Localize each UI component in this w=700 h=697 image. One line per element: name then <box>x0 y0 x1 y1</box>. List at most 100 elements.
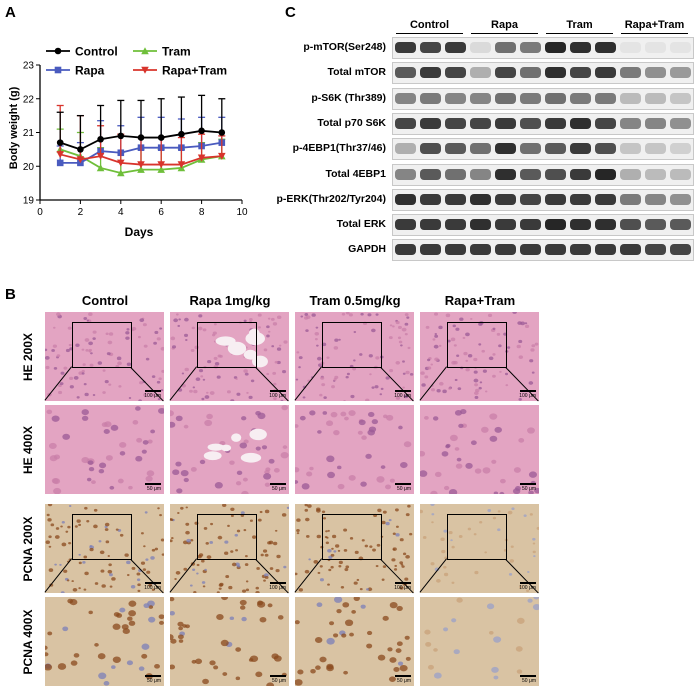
cell-nucleus <box>259 510 263 514</box>
blot-strip <box>392 163 694 186</box>
cell-nucleus <box>124 553 129 557</box>
cell-nucleus <box>48 535 52 539</box>
cell-nucleus <box>220 639 229 647</box>
cell-nucleus <box>454 378 458 382</box>
cell-nucleus <box>389 478 395 483</box>
cell-nucleus <box>328 568 332 572</box>
cell-nucleus <box>529 359 534 363</box>
cell-nucleus <box>125 331 130 335</box>
cell-nucleus <box>78 587 81 590</box>
blot-group-header: Control <box>409 19 450 31</box>
cell-nucleus <box>270 317 275 321</box>
cell-nucleus <box>344 567 349 572</box>
cell-nucleus <box>338 560 343 565</box>
blot-band <box>645 92 666 104</box>
cell-nucleus <box>98 540 102 543</box>
cell-nucleus <box>399 561 404 565</box>
cell-nucleus <box>497 528 501 532</box>
cell-nucleus <box>487 508 492 512</box>
cell-nucleus <box>371 328 376 333</box>
cell-nucleus <box>371 419 379 425</box>
cell-nucleus <box>175 415 183 422</box>
cell-nucleus <box>401 327 407 332</box>
cell-nucleus <box>209 541 214 544</box>
cell-nucleus <box>448 387 452 390</box>
cell-nucleus <box>516 344 521 349</box>
blot-band <box>645 244 666 256</box>
cell-nucleus <box>58 390 63 395</box>
cell-nucleus <box>491 666 499 673</box>
histology-column-header: Rapa 1mg/kg <box>189 293 271 308</box>
cell-nucleus <box>142 568 147 571</box>
cell-nucleus <box>425 325 430 329</box>
cell-nucleus <box>434 312 439 316</box>
cell-nucleus <box>438 344 442 347</box>
blot-band <box>670 143 691 155</box>
cell-nucleus <box>420 509 424 514</box>
cell-nucleus <box>146 470 155 477</box>
cell-nucleus <box>264 576 269 579</box>
cell-nucleus <box>305 329 309 332</box>
cell-nucleus <box>443 485 450 491</box>
cell-nucleus <box>83 588 87 591</box>
cell-nucleus <box>170 597 175 602</box>
cell-nucleus <box>109 585 113 588</box>
blot-row-label: Total 4EBP1 <box>325 167 387 180</box>
cell-nucleus <box>432 338 436 341</box>
cell-nucleus <box>159 327 163 330</box>
cell-nucleus <box>376 476 385 483</box>
cell-nucleus <box>394 508 399 512</box>
cell-nucleus <box>361 539 365 542</box>
cell-nucleus <box>206 555 212 559</box>
cell-nucleus <box>267 317 271 320</box>
cell-nucleus <box>504 372 509 376</box>
cell-nucleus <box>156 337 161 341</box>
cell-nucleus <box>146 570 151 574</box>
cell-nucleus <box>192 568 196 572</box>
cell-nucleus <box>216 614 224 621</box>
cell-nucleus <box>161 369 164 373</box>
cell-nucleus <box>230 507 235 512</box>
cell-nucleus <box>119 451 126 456</box>
blot-row-label: Total ERK <box>336 218 386 231</box>
cell-nucleus <box>172 469 180 476</box>
panel-letter-a: A <box>5 4 16 21</box>
cell-nucleus <box>258 326 261 329</box>
cell-nucleus <box>210 522 214 526</box>
cell-nucleus <box>112 623 121 630</box>
blot-band <box>420 244 441 256</box>
cell-nucleus <box>280 399 284 401</box>
cell-nucleus <box>227 524 230 527</box>
cell-nucleus <box>193 389 198 394</box>
cell-nucleus <box>366 630 373 636</box>
cell-nucleus <box>125 336 130 340</box>
cell-nucleus <box>250 379 255 383</box>
cell-nucleus <box>180 506 184 510</box>
cell-nucleus <box>176 488 183 494</box>
cell-nucleus <box>375 313 379 316</box>
cell-nucleus <box>191 326 195 330</box>
cell-nucleus <box>379 393 383 396</box>
cell-nucleus <box>420 450 426 457</box>
cell-nucleus <box>333 430 340 436</box>
cell-nucleus <box>302 396 306 399</box>
cell-nucleus <box>259 616 267 623</box>
blot-band <box>445 117 466 129</box>
cell-nucleus <box>388 336 393 340</box>
cell-nucleus <box>474 570 479 575</box>
cell-nucleus <box>493 636 502 643</box>
cell-nucleus <box>424 629 431 635</box>
cell-nucleus <box>143 344 148 348</box>
cell-nucleus <box>255 590 260 593</box>
cell-nucleus <box>393 568 398 571</box>
cell-nucleus <box>296 532 300 535</box>
cell-nucleus <box>140 532 144 535</box>
cell-nucleus <box>268 540 274 545</box>
cell-nucleus <box>333 633 339 638</box>
cell-nucleus <box>306 471 313 477</box>
blot-strip <box>392 214 694 237</box>
cell-nucleus <box>92 330 97 334</box>
cell-nucleus <box>493 675 499 680</box>
cell-nucleus <box>334 338 339 342</box>
cell-nucleus <box>54 535 60 539</box>
